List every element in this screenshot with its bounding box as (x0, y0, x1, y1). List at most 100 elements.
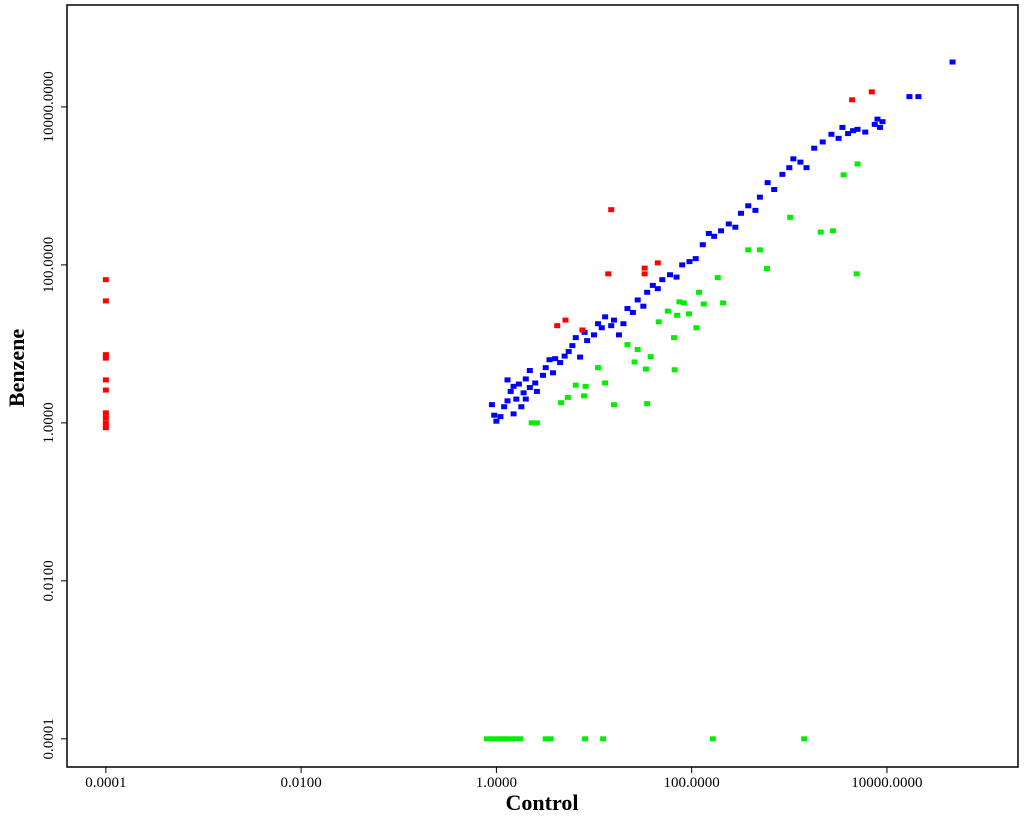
y-tick-label: 0.0001 (41, 718, 57, 759)
point (102, 277, 109, 283)
point (763, 265, 770, 271)
point (686, 311, 693, 317)
point (854, 126, 861, 132)
point (569, 343, 576, 349)
point (557, 360, 564, 366)
point (817, 229, 824, 235)
point (501, 404, 508, 410)
point (595, 365, 602, 371)
point (539, 372, 546, 378)
point (720, 300, 727, 306)
point (711, 233, 718, 239)
point (699, 242, 706, 248)
point (879, 119, 886, 125)
point (602, 314, 609, 320)
point (797, 159, 804, 165)
point (705, 230, 712, 236)
point (641, 265, 648, 271)
point (679, 262, 686, 268)
point (491, 412, 498, 418)
point (686, 259, 693, 265)
point (591, 332, 598, 338)
point (664, 308, 671, 314)
point (526, 368, 533, 374)
point (584, 338, 591, 344)
point (673, 274, 680, 280)
point (624, 342, 631, 348)
point (602, 380, 609, 386)
point (513, 736, 520, 742)
point (725, 221, 732, 227)
point (790, 156, 797, 162)
x-axis-title: Control (506, 790, 579, 815)
point (655, 319, 662, 325)
point (504, 377, 511, 383)
point (565, 349, 572, 355)
point (615, 332, 622, 338)
point (572, 335, 579, 341)
point (819, 139, 826, 145)
point (532, 380, 539, 386)
point (608, 207, 615, 213)
point (504, 398, 511, 404)
point (493, 418, 500, 424)
x-tick-label: 0.0100 (280, 775, 321, 791)
point (654, 286, 661, 292)
point (745, 203, 752, 209)
point (709, 736, 716, 742)
point (862, 129, 869, 135)
y-tick-label: 0.0100 (41, 560, 57, 601)
point (828, 131, 835, 137)
point (102, 410, 109, 416)
point (649, 282, 656, 288)
point (835, 135, 842, 141)
point (631, 359, 638, 365)
point (659, 277, 666, 283)
point (640, 303, 647, 309)
point (518, 404, 525, 410)
point (771, 187, 778, 193)
point (522, 396, 529, 402)
point (582, 383, 589, 389)
point (801, 736, 808, 742)
point (581, 393, 588, 399)
point (579, 327, 586, 333)
point (542, 736, 549, 742)
point (714, 275, 721, 281)
point (756, 194, 763, 200)
point (510, 411, 517, 417)
point (488, 736, 495, 742)
point (595, 321, 602, 327)
point (641, 271, 648, 277)
point (546, 357, 553, 363)
point (102, 415, 109, 421)
point (549, 370, 556, 376)
point (654, 260, 661, 266)
point (829, 228, 836, 234)
point (676, 299, 683, 305)
point (102, 298, 109, 304)
point (949, 59, 956, 65)
point (787, 214, 794, 220)
point (671, 335, 678, 341)
point (533, 420, 540, 426)
point (634, 297, 641, 303)
point (509, 736, 516, 742)
point (610, 317, 617, 323)
point (667, 272, 674, 278)
point (497, 414, 504, 420)
point (877, 124, 884, 130)
point (756, 247, 763, 253)
point (510, 383, 517, 389)
point (629, 309, 636, 315)
point (517, 736, 524, 742)
point (507, 388, 514, 394)
point (644, 289, 651, 295)
point (542, 365, 549, 371)
point (693, 325, 700, 331)
point (102, 377, 109, 383)
point (102, 387, 109, 393)
point (850, 128, 857, 134)
point (533, 388, 540, 394)
